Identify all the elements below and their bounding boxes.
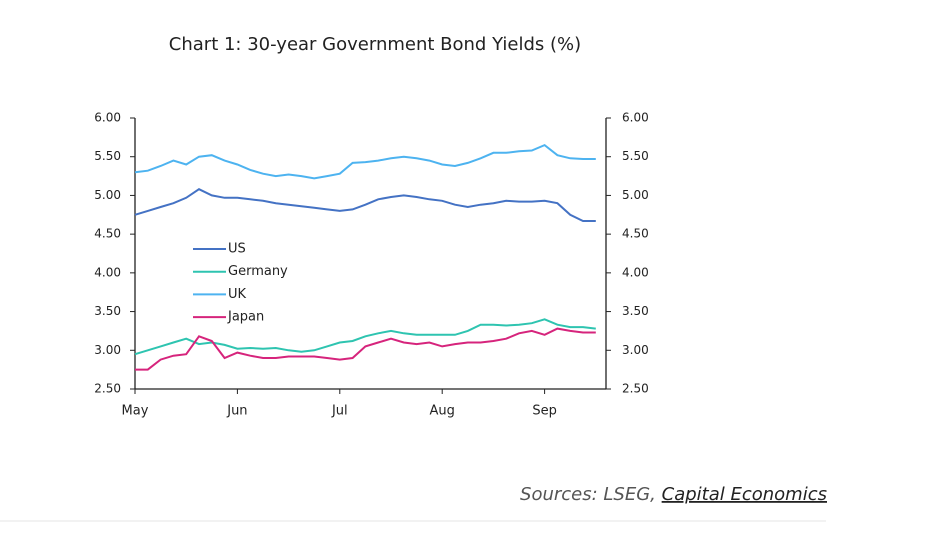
y-tick-label: 5.50 <box>94 149 121 163</box>
x-tick-label: May <box>122 404 149 419</box>
series-line <box>134 318 596 356</box>
x-tick-label: Sep <box>532 404 557 419</box>
source-note: Sources: LSEG, Capital Economics <box>520 484 827 505</box>
legend-label: Japan <box>227 310 264 325</box>
y-tick-label: 4.50 <box>94 227 121 241</box>
series-line <box>134 188 596 222</box>
y2-tick-label: 2.50 <box>622 382 649 396</box>
x-tick-label: Jul <box>331 404 348 419</box>
y-tick-label: 3.50 <box>94 304 121 318</box>
y2-tick-label: 3.50 <box>622 304 649 318</box>
y-tick-label: 2.50 <box>94 382 121 396</box>
y2-tick-label: 5.00 <box>622 188 649 202</box>
y-tick-label: 6.00 <box>94 111 121 125</box>
series-line <box>135 327 596 371</box>
legend-label: US <box>228 242 246 257</box>
y-tick-label: 4.00 <box>94 265 121 279</box>
y2-tick-label: 4.50 <box>622 227 649 241</box>
y2-tick-label: 3.00 <box>622 343 649 357</box>
y2-tick-label: 4.00 <box>622 265 649 279</box>
source-link[interactable]: Capital Economics <box>662 484 827 505</box>
legend-label: Germany <box>228 264 288 279</box>
legend-label: UK <box>228 287 247 302</box>
source-prefix: Sources: LSEG, <box>520 484 656 505</box>
chart-title: Chart 1: 30-year Government Bond Yields … <box>169 34 581 55</box>
series-line <box>134 143 596 180</box>
y2-tick-label: 5.50 <box>622 149 649 163</box>
y-tick-label: 3.00 <box>94 343 121 357</box>
y-tick-label: 5.00 <box>94 188 121 202</box>
x-tick-label: Jun <box>226 404 247 419</box>
y2-tick-label: 6.00 <box>622 111 649 125</box>
x-tick-label: Aug <box>430 404 455 419</box>
